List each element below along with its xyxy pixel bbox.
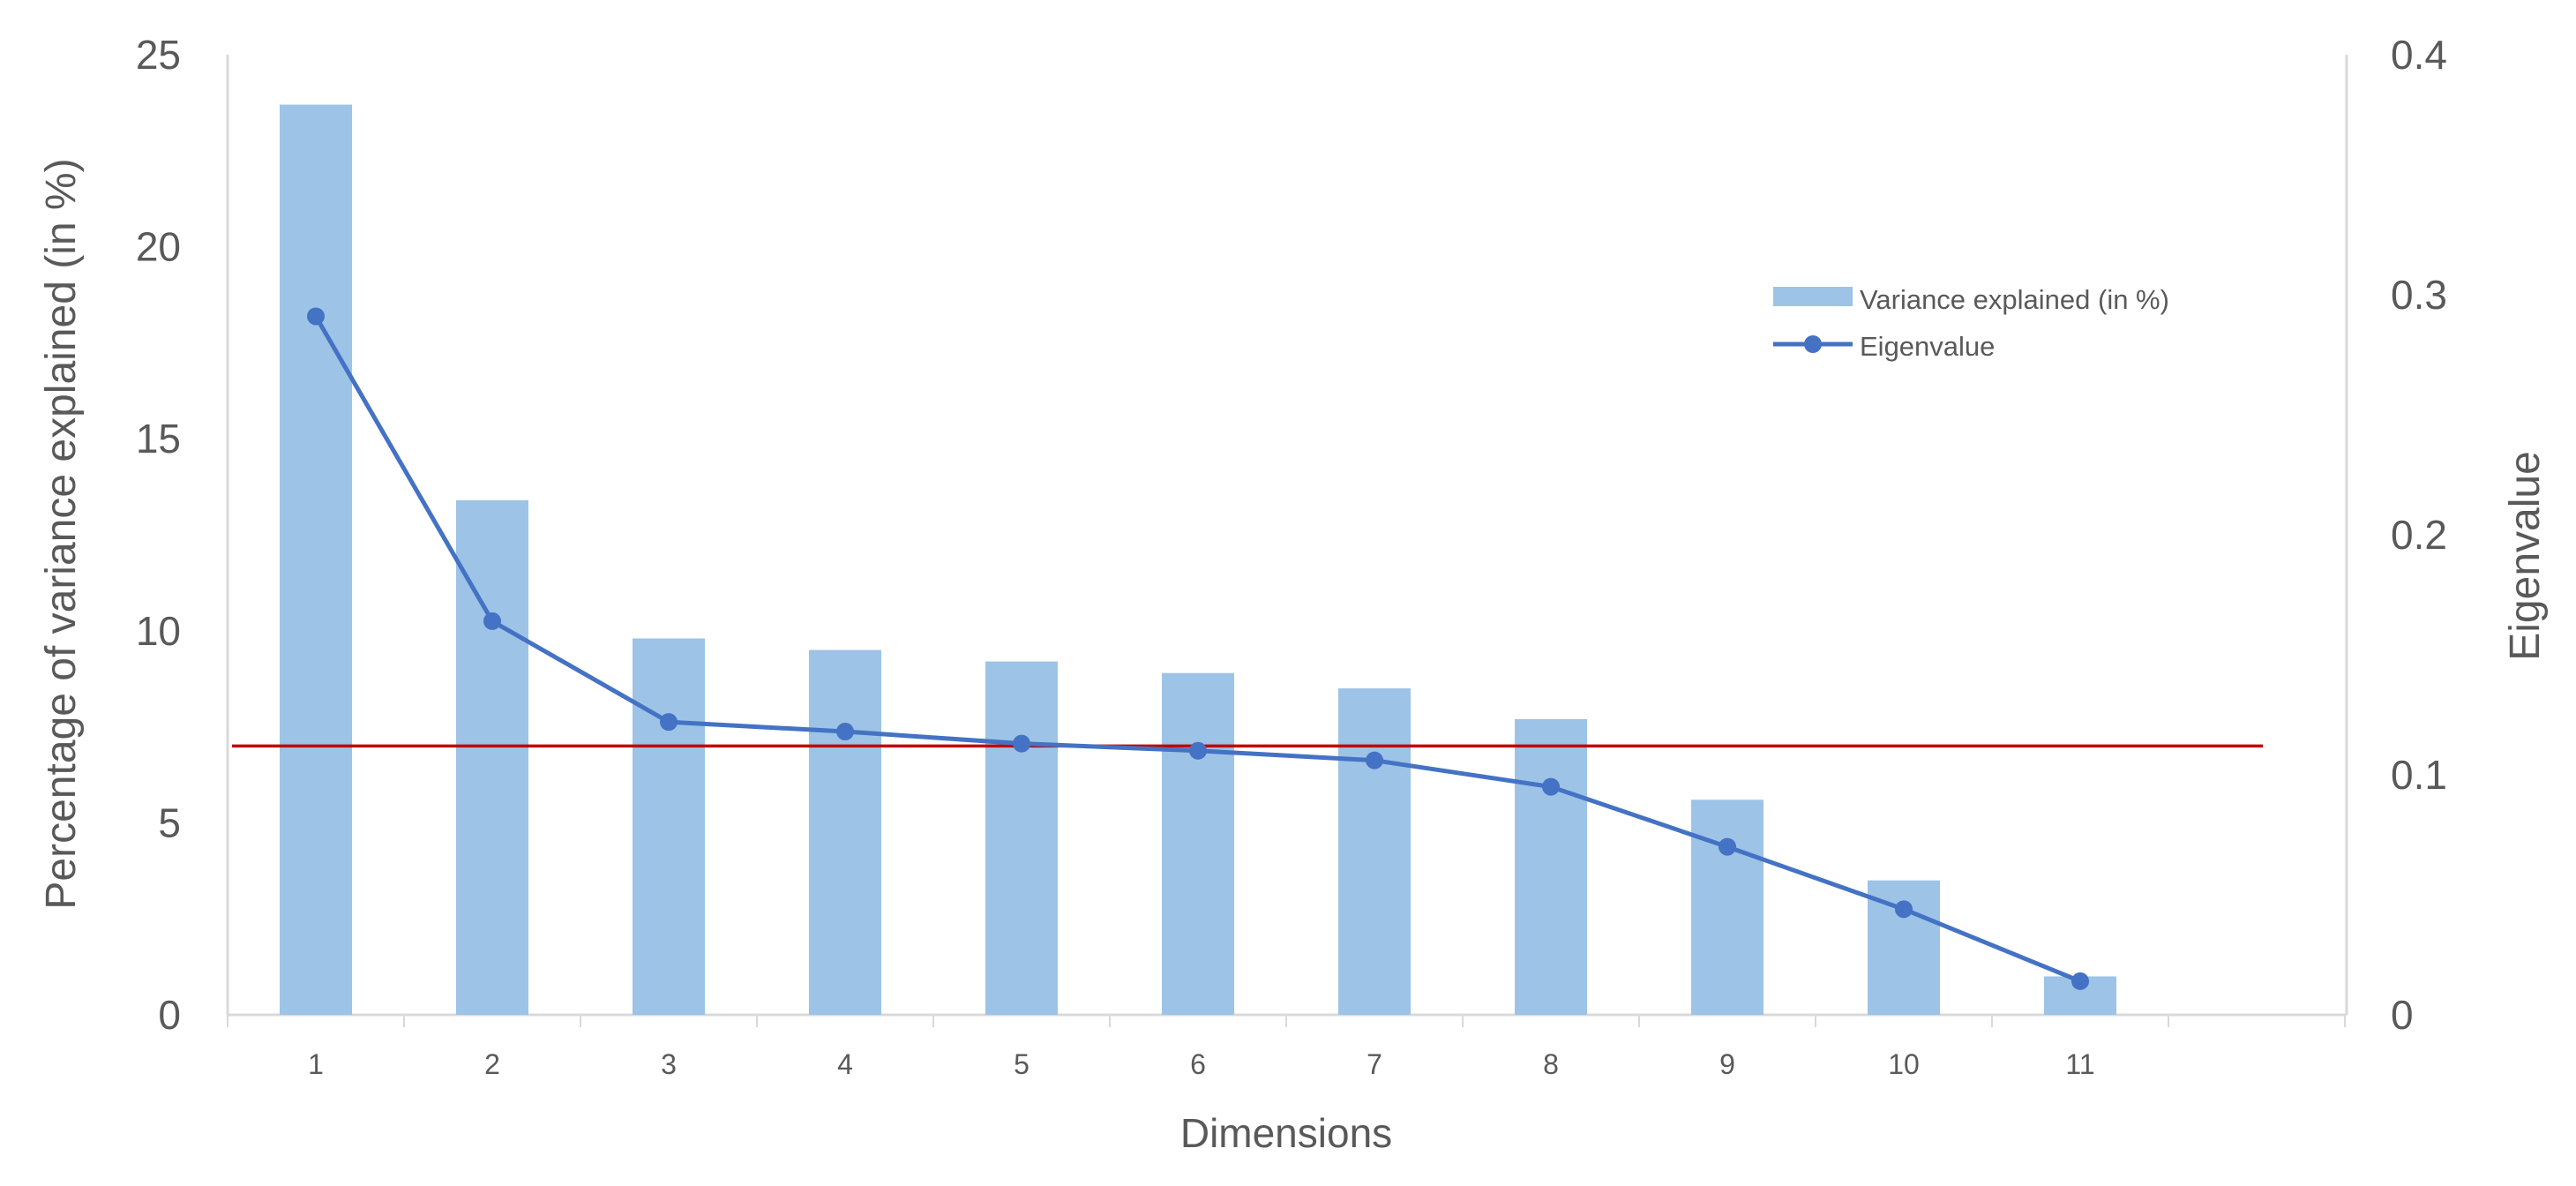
bar	[280, 104, 352, 1015]
line-point	[836, 723, 854, 741]
bar	[1691, 799, 1764, 1015]
bar	[985, 661, 1058, 1015]
y2-tick-label: 0.1	[2391, 752, 2447, 798]
legend-label-eigenvalue: Eigenvalue	[1860, 331, 1995, 362]
line-point	[1719, 837, 1736, 856]
line-point	[1542, 777, 1560, 796]
x-tick-label: 5	[1014, 1048, 1030, 1080]
y2-axis-title: Eigenvalue	[2502, 451, 2549, 661]
line-point	[307, 307, 325, 326]
x-axis-title: Dimensions	[1180, 1110, 1392, 1156]
bar	[1338, 688, 1411, 1015]
bar	[1515, 718, 1587, 1015]
line-point	[1189, 741, 1207, 760]
x-tick-label: 8	[1543, 1048, 1559, 1080]
x-tick-label: 1	[308, 1048, 324, 1080]
bar	[809, 649, 881, 1015]
x-tick-label: 4	[837, 1048, 853, 1080]
y-tick-label: 0	[158, 992, 181, 1038]
line-series	[307, 307, 2089, 990]
legend-label-variance: Variance explained (in %)	[1860, 284, 2169, 315]
y-tick-label: 5	[158, 799, 181, 845]
y2-tick-label: 0	[2391, 992, 2414, 1038]
line-point	[660, 713, 678, 732]
legend: Variance explained (in %) Eigenvalue	[1773, 284, 2169, 362]
line-point	[483, 612, 501, 630]
x-tick-label: 10	[1888, 1048, 1920, 1080]
x-tick-label: 6	[1190, 1048, 1206, 1080]
line-point	[1895, 900, 1913, 919]
line-point	[2071, 972, 2089, 990]
y2-tick-label: 0.4	[2391, 32, 2447, 78]
legend-marker-eigenvalue	[1804, 335, 1822, 353]
y-tick-label: 20	[136, 224, 181, 270]
y2-tick-label: 0.2	[2391, 512, 2447, 558]
bar	[1162, 672, 1234, 1015]
x-tick-label: 9	[1719, 1048, 1735, 1080]
bar	[456, 499, 528, 1015]
y2-tick-label: 0.3	[2391, 272, 2447, 318]
y-tick-label: 10	[136, 608, 181, 654]
axes	[226, 55, 2348, 1027]
legend-swatch-variance	[1773, 287, 1853, 306]
tick-labels: 0 5 10 15 20 25 0 0.1 0.2 0.3 0.4 1 2 3 4 5 6 7 8 9 10 11	[136, 32, 2447, 1080]
x-tick-label: 7	[1367, 1048, 1382, 1080]
y-tick-label: 15	[136, 416, 181, 462]
y-tick-label: 25	[136, 32, 181, 78]
line-point	[1013, 734, 1030, 753]
line-point	[1366, 751, 1383, 769]
x-tick-label: 3	[661, 1048, 677, 1080]
x-tick-label: 2	[484, 1048, 500, 1080]
x-tick-label: 11	[2065, 1048, 2094, 1080]
bar	[633, 638, 705, 1015]
bar-series	[280, 104, 2116, 1015]
y-axis-title: Percentage of variance explained (in %)	[38, 158, 85, 909]
